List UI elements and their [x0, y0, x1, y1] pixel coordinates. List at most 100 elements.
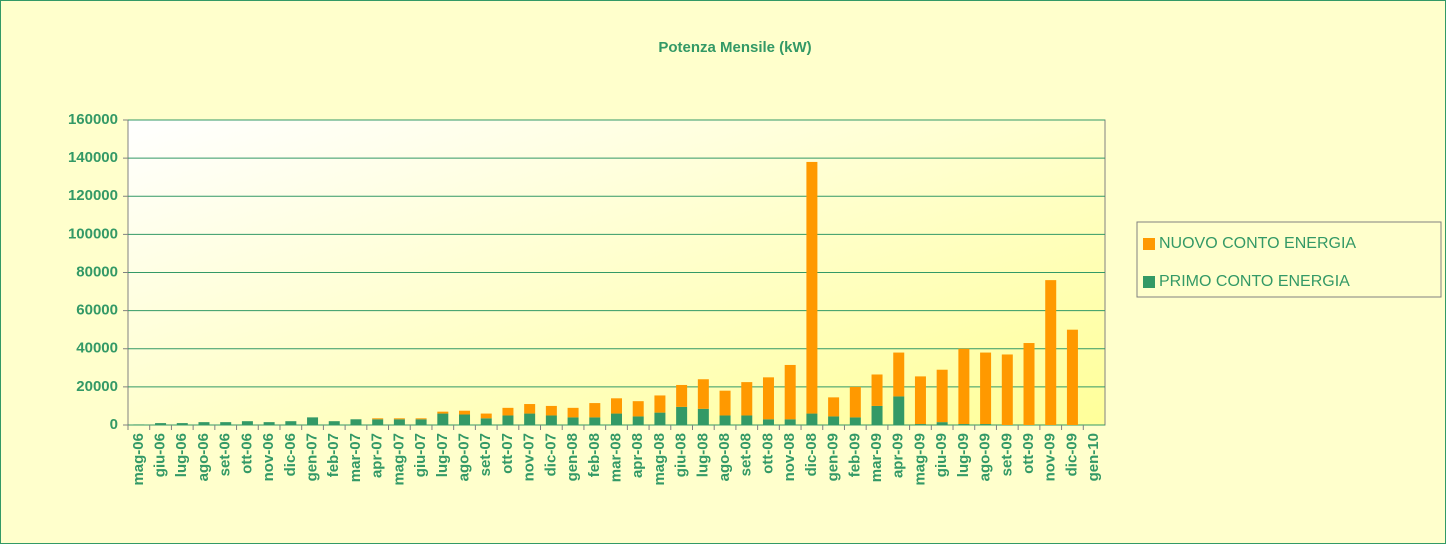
bar-segment: [567, 417, 579, 425]
bar-segment: [285, 421, 297, 425]
bar-segment: [480, 418, 492, 425]
x-tick-label: dic-09: [1063, 433, 1080, 476]
bar-segment: [1045, 280, 1057, 425]
bar-segment: [828, 397, 840, 417]
legend-label: PRIMO CONTO ENERGIA: [1159, 273, 1350, 290]
x-tick-label: gen-09: [825, 433, 842, 481]
x-tick-label: mar-07: [347, 433, 364, 482]
x-tick-label: apr-07: [369, 433, 386, 478]
bar-segment: [372, 418, 384, 420]
bar-segment: [220, 422, 232, 425]
bar-segment: [415, 418, 427, 420]
bar-segment: [806, 413, 818, 425]
x-tick-label: nov-07: [521, 433, 538, 481]
bar-segment: [611, 398, 622, 414]
bar-segment: [871, 405, 883, 425]
legend-label: NUOVO CONTO ENERGIA: [1159, 235, 1356, 252]
bar-segment: [893, 352, 905, 397]
x-tick-label: dic-06: [282, 433, 299, 476]
bar-segment: [611, 413, 622, 425]
bar-segment: [893, 396, 905, 425]
bar-segment: [914, 376, 926, 425]
x-tick-label: giu-06: [152, 433, 169, 477]
bar-segment: [849, 386, 861, 418]
x-tick-label: ott-06: [238, 433, 255, 474]
x-tick-label: gen-10: [1085, 433, 1102, 481]
y-tick-label: 20000: [76, 378, 118, 395]
x-tick-label: nov-09: [1042, 433, 1059, 481]
bar-segment: [654, 395, 666, 413]
y-tick-label: 140000: [68, 149, 118, 166]
legend: [1136, 221, 1442, 298]
x-tick-label: lug-09: [955, 433, 972, 477]
x-tick-label: ago-09: [977, 433, 994, 481]
x-tick-label: ago-07: [455, 433, 472, 481]
bar-segment: [437, 411, 449, 414]
bar-segment: [459, 414, 471, 425]
bar-segment: [784, 419, 796, 425]
bar-segment: [524, 404, 536, 414]
bar-segment: [589, 417, 601, 425]
bar-segment: [936, 369, 948, 423]
x-tick-label: mag-09: [911, 433, 928, 486]
x-tick-label: lug-07: [434, 433, 451, 477]
bar-segment: [980, 352, 992, 425]
bar-segment: [350, 419, 362, 425]
bar-segment: [784, 364, 796, 420]
bar-segment: [980, 424, 992, 425]
bar-segment: [914, 424, 926, 425]
x-tick-label: feb-08: [586, 433, 603, 477]
bar-segment: [545, 415, 557, 425]
bar-segment: [697, 408, 709, 425]
x-tick-label: feb-09: [846, 433, 863, 477]
bar-segment: [176, 423, 188, 425]
bar-segment: [697, 379, 709, 409]
x-tick-label: giu-08: [673, 433, 690, 477]
x-tick-label: lug-06: [173, 433, 190, 477]
bar-segment: [871, 374, 883, 406]
x-tick-label: apr-09: [890, 433, 907, 478]
bar-segment: [198, 422, 210, 425]
bar-segment: [524, 413, 536, 425]
bar-segment: [936, 422, 948, 425]
x-tick-label: mag-07: [390, 433, 407, 486]
bar-segment: [741, 382, 753, 416]
x-tick-label: giu-07: [412, 433, 429, 477]
bar-segment: [719, 415, 731, 425]
bar-segment: [437, 413, 449, 425]
x-tick-label: feb-07: [325, 433, 342, 477]
bar-segment: [719, 390, 731, 416]
bar-segment: [393, 419, 405, 425]
x-tick-label: mar-09: [868, 433, 885, 482]
x-tick-label: gen-07: [304, 433, 321, 481]
bar-segment: [328, 421, 340, 425]
bar-segment: [502, 415, 514, 425]
bar-segment: [958, 424, 970, 425]
bar-segment: [849, 417, 861, 425]
y-tick-label: 80000: [76, 263, 118, 280]
x-tick-label: set-09: [998, 433, 1015, 476]
bar-segment: [263, 422, 275, 425]
bar-segment: [155, 423, 167, 425]
x-tick-label: dic-07: [542, 433, 559, 476]
y-tick-label: 100000: [68, 225, 118, 242]
bar-segment: [372, 419, 384, 425]
x-tick-label: ago-06: [195, 433, 212, 481]
bar-segment: [958, 348, 970, 425]
bar-segment: [307, 417, 319, 425]
x-tick-label: ott-09: [1020, 433, 1037, 474]
bar-segment: [393, 418, 405, 420]
x-tick-label: apr-08: [629, 433, 646, 478]
x-tick-label: mag-08: [651, 433, 668, 486]
bar-segment: [762, 377, 774, 420]
legend-swatch: [1143, 276, 1155, 288]
legend-swatch: [1143, 238, 1155, 250]
x-tick-label: dic-08: [803, 433, 820, 476]
x-tick-label: set-08: [738, 433, 755, 476]
bar-segment: [459, 410, 471, 415]
x-tick-label: nov-08: [781, 433, 798, 481]
bar-segment: [1001, 354, 1013, 425]
x-tick-label: lug-08: [694, 433, 711, 477]
x-tick-label: gen-08: [564, 433, 581, 481]
bar-segment: [133, 424, 145, 425]
